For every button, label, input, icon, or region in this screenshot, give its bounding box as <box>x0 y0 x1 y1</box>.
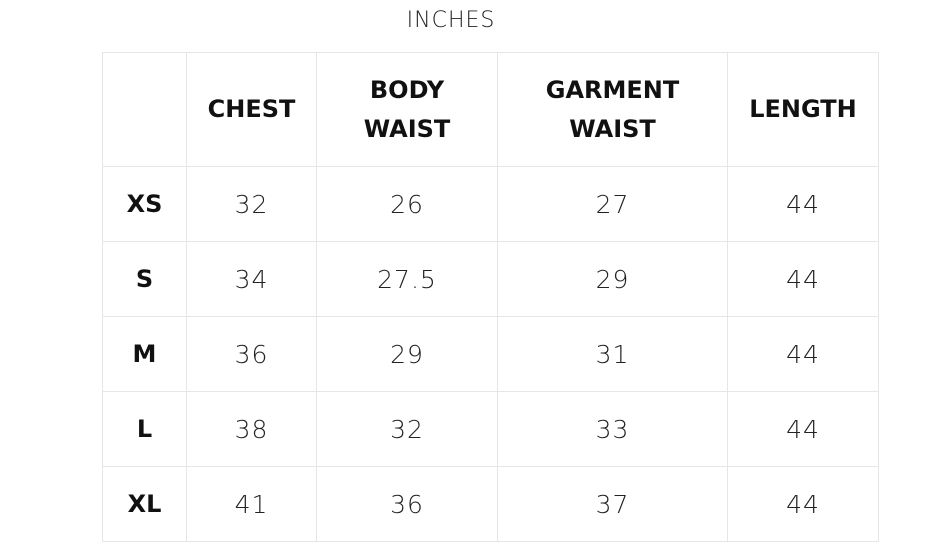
header-text: GARMENT WAIST <box>545 76 680 143</box>
size-label: XL <box>102 466 187 542</box>
measurement: 44 <box>727 316 879 392</box>
measurement: 44 <box>727 466 879 542</box>
header-row: CHEST BODY WAIST GARMENT WAIST LENGTH <box>102 52 879 167</box>
measurement: 32 <box>186 166 317 242</box>
header-cell: BODY WAIST <box>316 52 498 167</box>
measurement: 33 <box>497 391 728 467</box>
size-label: L <box>102 391 187 467</box>
corner-cell <box>102 52 187 167</box>
measurement: 44 <box>727 166 879 242</box>
size-row: XL 41 36 37 44 <box>102 466 879 542</box>
size-label: S <box>102 241 187 317</box>
measurement: 44 <box>727 241 879 317</box>
size-row: M 36 29 31 44 <box>102 316 879 392</box>
measurement: 38 <box>186 391 317 467</box>
header-cell: LENGTH <box>727 52 879 167</box>
size-label: XS <box>102 166 187 242</box>
size-label: M <box>102 316 187 392</box>
measurement: 36 <box>186 316 317 392</box>
measurement: 36 <box>316 466 498 542</box>
header-cell: CHEST <box>186 52 317 167</box>
header-text: CHEST <box>207 95 296 124</box>
measurement: 34 <box>186 241 317 317</box>
size-row: S 34 27.5 29 44 <box>102 241 879 317</box>
measurement: 27.5 <box>316 241 498 317</box>
measurement: 26 <box>316 166 498 242</box>
title: INCHES <box>406 8 496 33</box>
size-table: CHEST BODY WAIST GARMENT WAIST LENGTH XS 32 2… <box>102 52 879 542</box>
size-row: L 38 32 33 44 <box>102 391 879 467</box>
table-body: XS 32 26 27 44 S 34 27.5 29 44 M 36 29 31 44 L 38 32 33 44 X… <box>102 166 879 542</box>
header-text: LENGTH <box>749 95 857 124</box>
measurement: 32 <box>316 391 498 467</box>
measurement: 44 <box>727 391 879 467</box>
header-text: BODY WAIST <box>363 76 451 143</box>
header-cell: GARMENT WAIST <box>497 52 728 167</box>
size-row: XS 32 26 27 44 <box>102 166 879 242</box>
measurement: 27 <box>497 166 728 242</box>
measurement: 31 <box>497 316 728 392</box>
measurement: 29 <box>497 241 728 317</box>
measurement: 37 <box>497 466 728 542</box>
measurement: 29 <box>316 316 498 392</box>
measurement: 41 <box>186 466 317 542</box>
